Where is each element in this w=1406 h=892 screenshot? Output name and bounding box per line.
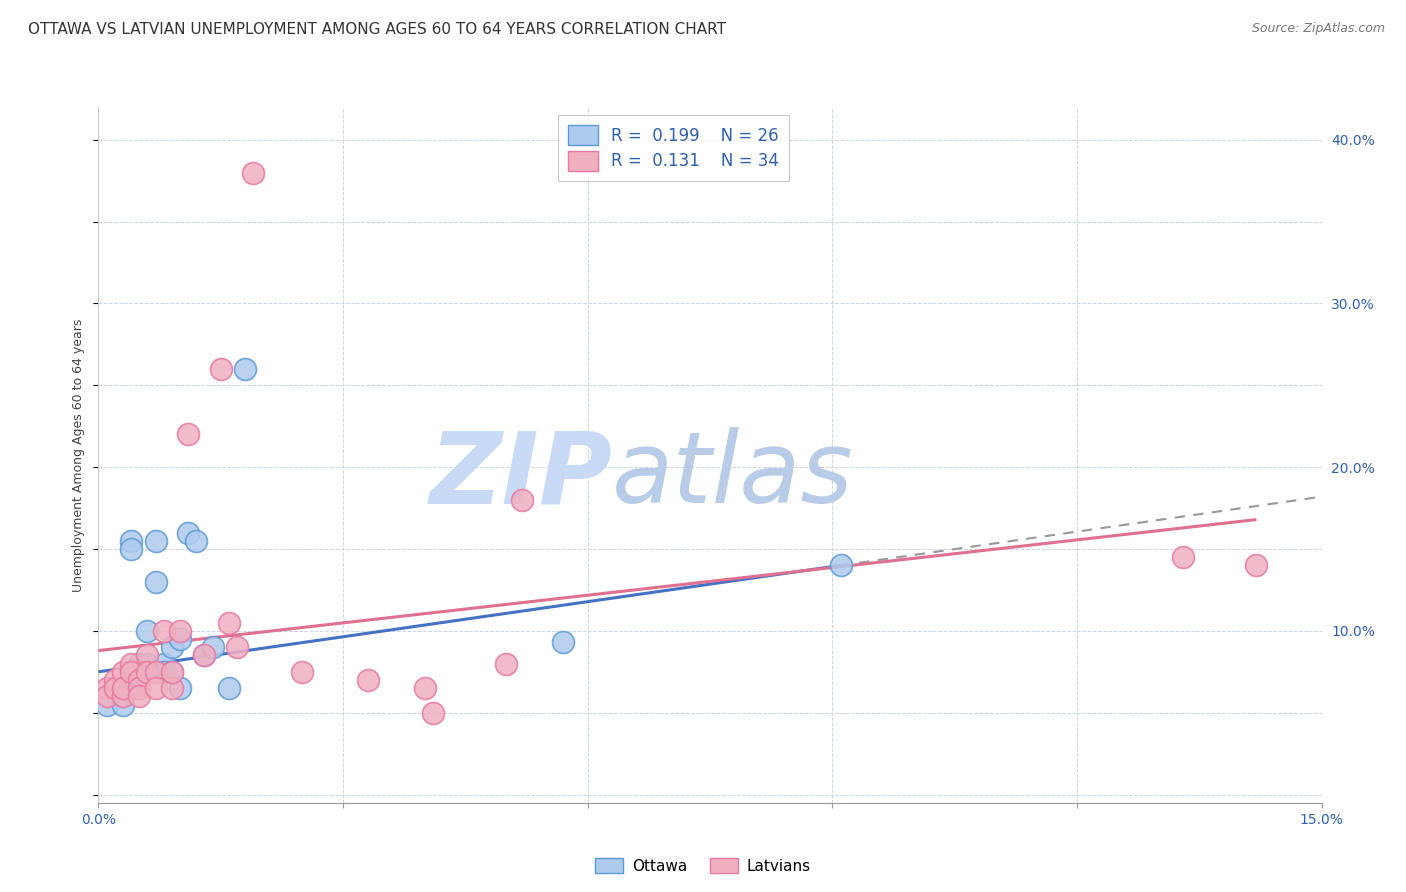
Point <box>111 690 134 704</box>
Point <box>160 665 183 679</box>
Point <box>120 533 142 548</box>
Point <box>111 681 134 696</box>
Point <box>495 657 517 671</box>
Text: ZIP: ZIP <box>429 427 612 524</box>
Point <box>160 681 183 696</box>
Point <box>218 615 240 630</box>
Point <box>1246 558 1268 573</box>
Point <box>193 648 215 663</box>
Point <box>120 665 142 679</box>
Y-axis label: Unemployment Among Ages 60 to 64 years: Unemployment Among Ages 60 to 64 years <box>72 318 86 591</box>
Point <box>120 657 142 671</box>
Point <box>96 698 118 712</box>
Point <box>104 681 127 696</box>
Point <box>512 492 534 507</box>
Point <box>152 624 174 638</box>
Point <box>193 648 215 663</box>
Point <box>128 681 150 696</box>
Point <box>96 690 118 704</box>
Point <box>177 525 200 540</box>
Legend: R =  0.199    N = 26, R =  0.131    N = 34: R = 0.199 N = 26, R = 0.131 N = 34 <box>558 115 789 180</box>
Point <box>169 632 191 646</box>
Point <box>169 624 191 638</box>
Point <box>209 362 232 376</box>
Point <box>145 665 167 679</box>
Point <box>96 681 118 696</box>
Point <box>291 665 314 679</box>
Point <box>136 648 159 663</box>
Point <box>111 665 134 679</box>
Point <box>128 657 150 671</box>
Point <box>128 673 150 687</box>
Point <box>136 624 159 638</box>
Point <box>104 673 127 687</box>
Point <box>160 665 183 679</box>
Point <box>233 362 256 376</box>
Point <box>111 698 134 712</box>
Point <box>242 165 264 179</box>
Point <box>169 681 191 696</box>
Text: OTTAWA VS LATVIAN UNEMPLOYMENT AMONG AGES 60 TO 64 YEARS CORRELATION CHART: OTTAWA VS LATVIAN UNEMPLOYMENT AMONG AGE… <box>28 22 725 37</box>
Point <box>128 690 150 704</box>
Point <box>1171 550 1194 565</box>
Point <box>104 681 127 696</box>
Point <box>145 533 167 548</box>
Point <box>413 681 436 696</box>
Point <box>553 635 575 649</box>
Point <box>145 681 167 696</box>
Point <box>186 533 208 548</box>
Point <box>201 640 224 655</box>
Point <box>152 657 174 671</box>
Point <box>128 681 150 696</box>
Point <box>218 681 240 696</box>
Text: Source: ZipAtlas.com: Source: ZipAtlas.com <box>1251 22 1385 36</box>
Point <box>177 427 200 442</box>
Point <box>356 673 378 687</box>
Point <box>145 574 167 589</box>
Point <box>120 542 142 557</box>
Legend: Ottawa, Latvians: Ottawa, Latvians <box>589 852 817 880</box>
Point <box>422 706 444 720</box>
Point <box>136 665 159 679</box>
Point <box>136 657 159 671</box>
Point <box>226 640 249 655</box>
Point <box>152 665 174 679</box>
Point <box>111 690 134 704</box>
Text: atlas: atlas <box>612 427 853 524</box>
Point <box>830 558 852 573</box>
Point <box>160 640 183 655</box>
